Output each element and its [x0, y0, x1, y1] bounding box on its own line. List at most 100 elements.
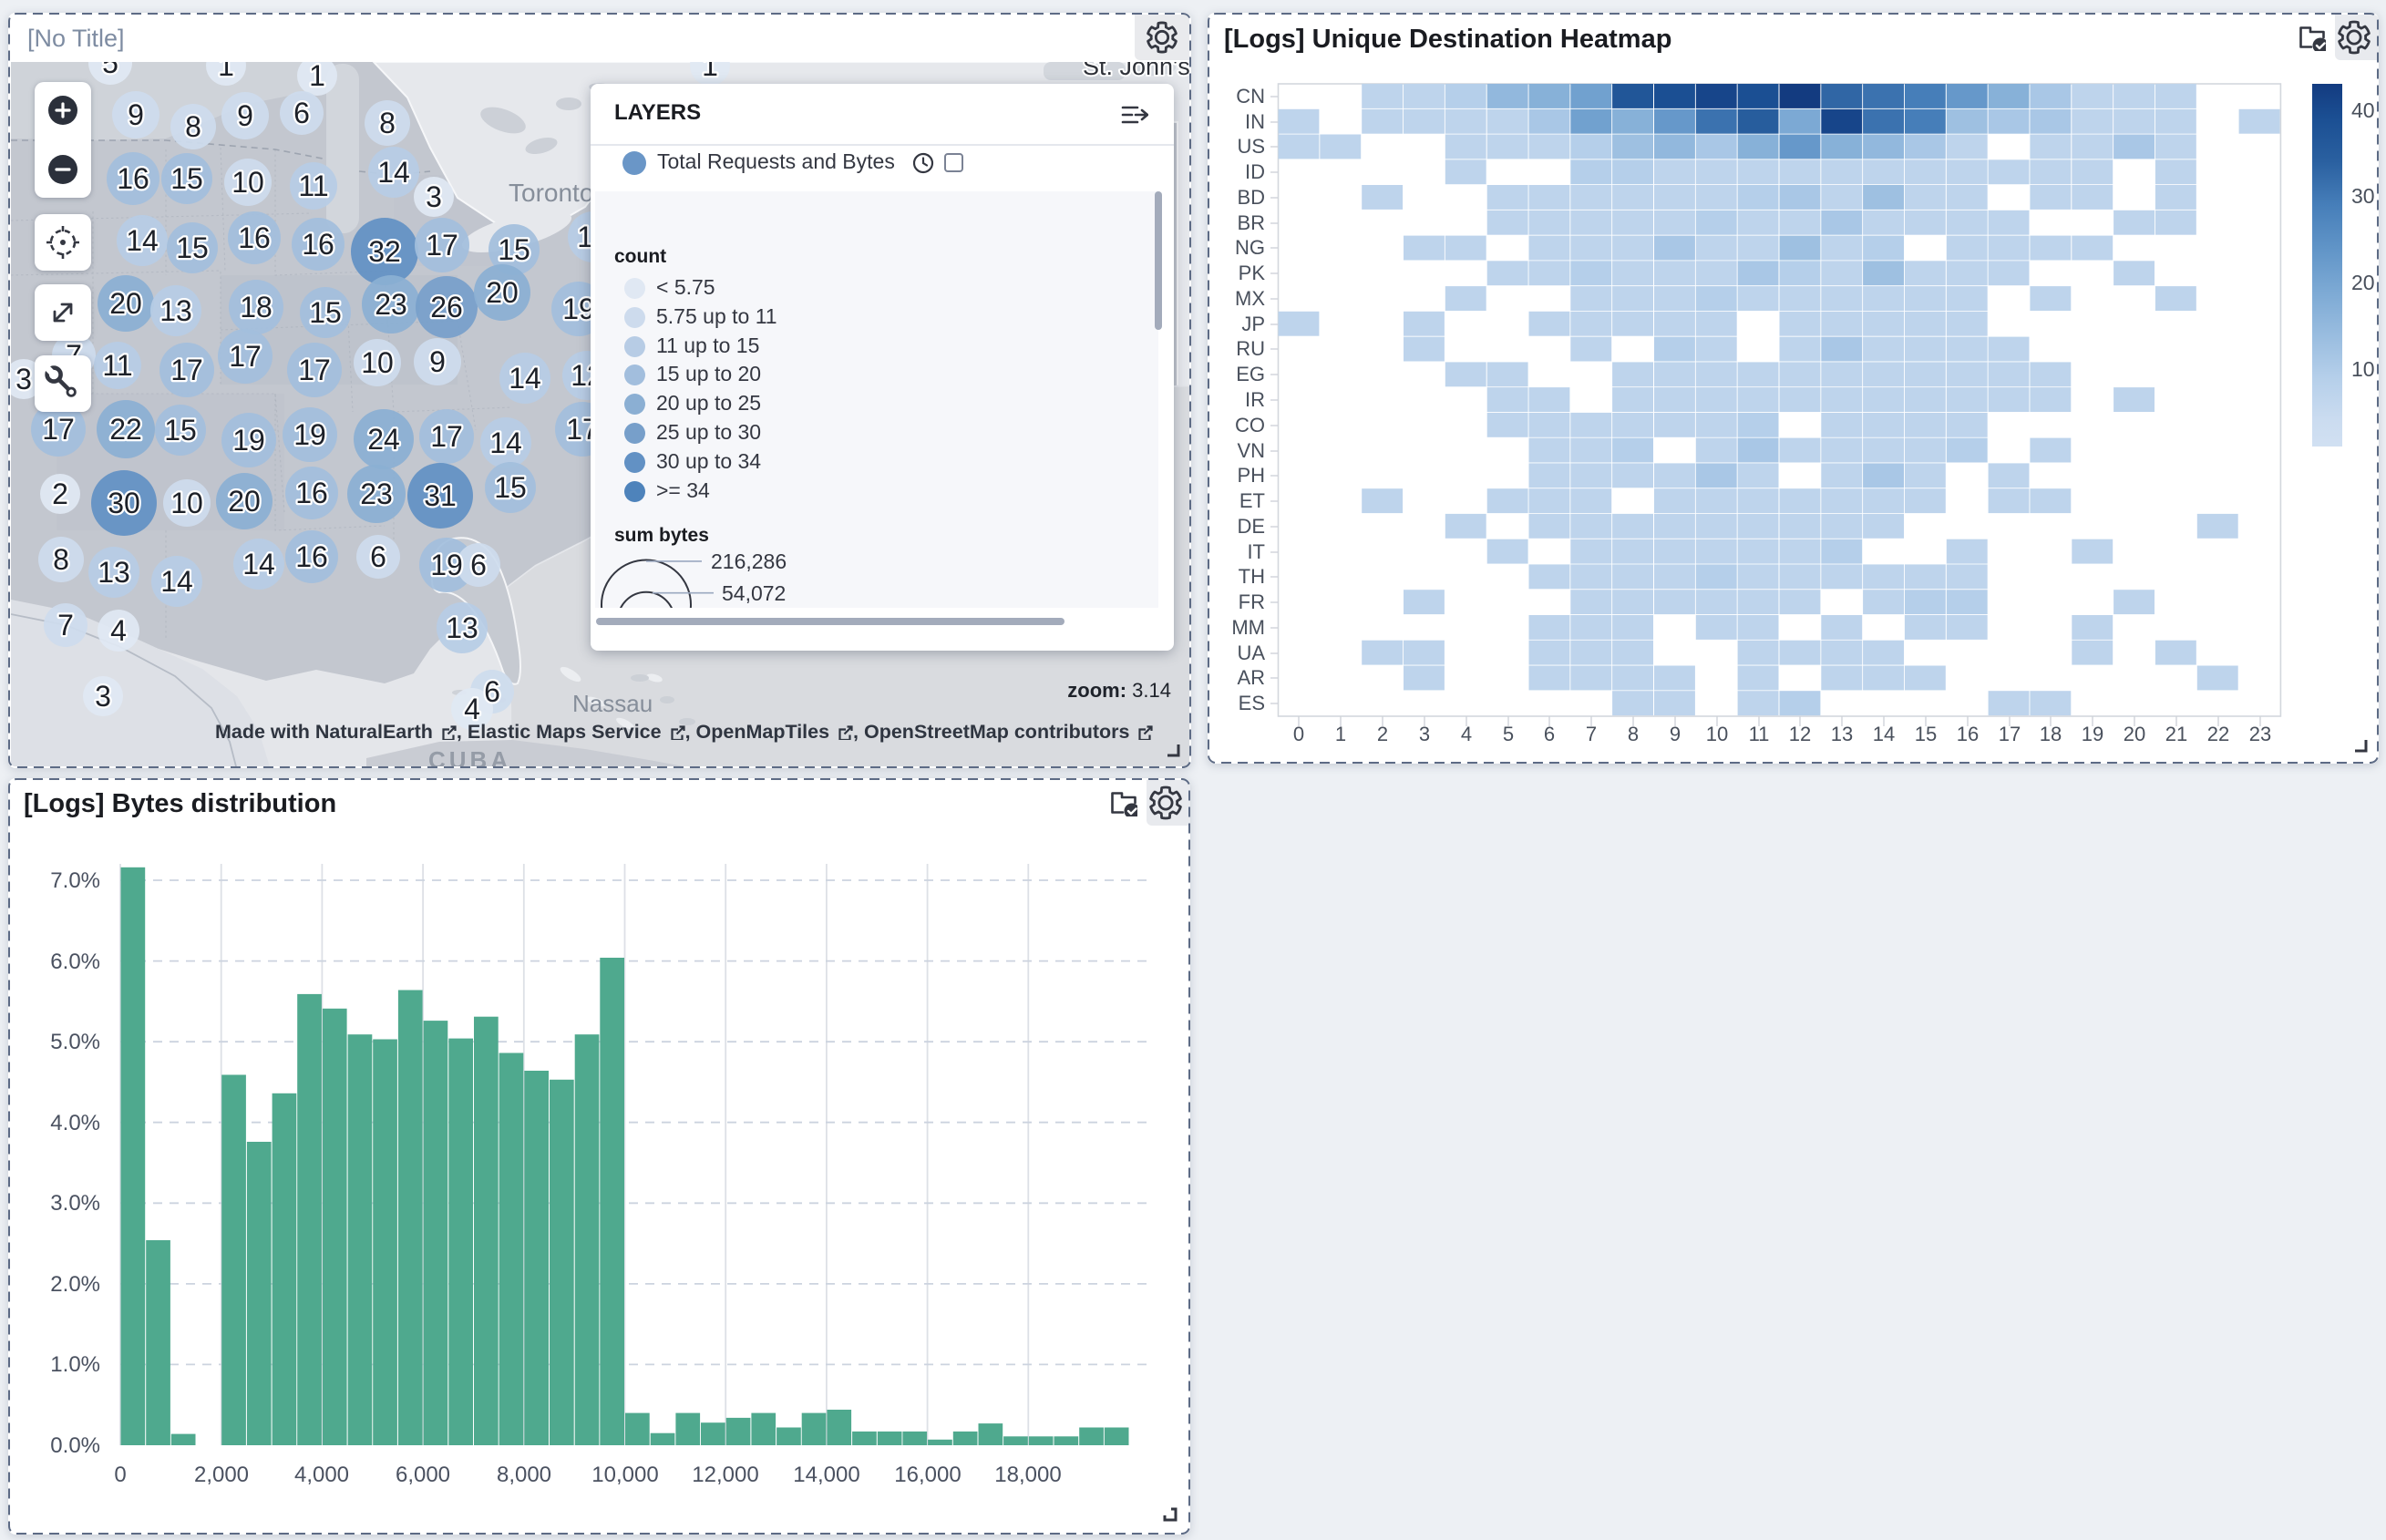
svg-text:Nassau: Nassau [572, 690, 653, 717]
svg-text:TH: TH [1239, 565, 1265, 588]
svg-text:3.0%: 3.0% [50, 1191, 100, 1216]
svg-text:11: 11 [102, 349, 132, 382]
svg-text:6,000: 6,000 [396, 1463, 450, 1487]
svg-text:14: 14 [377, 156, 410, 189]
svg-text:MX: MX [1235, 287, 1265, 310]
svg-text:19: 19 [293, 418, 326, 451]
svg-text:VN: VN [1237, 439, 1265, 462]
svg-text:17: 17 [170, 354, 203, 386]
svg-text:23: 23 [360, 477, 393, 510]
svg-text:16: 16 [295, 477, 328, 509]
svg-text:15: 15 [176, 231, 209, 264]
svg-text:1: 1 [309, 62, 325, 92]
svg-text:7.0%: 7.0% [50, 868, 100, 893]
svg-text:13: 13 [1831, 723, 1853, 745]
svg-text:20: 20 [109, 287, 142, 320]
svg-text:18: 18 [240, 291, 273, 323]
svg-text:8: 8 [53, 543, 69, 576]
svg-text:17: 17 [426, 229, 458, 262]
svg-text:IR: IR [1245, 388, 1265, 411]
svg-text:30: 30 [108, 487, 140, 519]
svg-text:ES: ES [1239, 692, 1265, 714]
svg-text:22: 22 [2207, 723, 2229, 745]
svg-text:3: 3 [15, 363, 32, 395]
svg-text:6: 6 [293, 97, 310, 129]
svg-text:3: 3 [426, 180, 442, 213]
svg-text:2,000: 2,000 [194, 1463, 249, 1487]
svg-text:15: 15 [309, 296, 342, 329]
svg-text:18,000: 18,000 [994, 1463, 1061, 1487]
svg-text:2: 2 [52, 477, 68, 510]
svg-text:9: 9 [128, 98, 144, 131]
svg-text:0.0%: 0.0% [50, 1433, 100, 1458]
svg-text:Toronto: Toronto [509, 179, 593, 207]
svg-text:15: 15 [1915, 723, 1937, 745]
svg-text:15: 15 [494, 471, 527, 504]
svg-text:7: 7 [1586, 723, 1597, 745]
svg-text:30: 30 [2351, 184, 2375, 208]
svg-text:6: 6 [484, 675, 500, 708]
svg-text:16: 16 [238, 221, 271, 254]
svg-text:14: 14 [126, 224, 159, 257]
svg-text:19: 19 [430, 549, 463, 581]
svg-text:17: 17 [1999, 723, 2021, 745]
svg-text:14: 14 [1873, 723, 1895, 745]
svg-text:3: 3 [1419, 723, 1430, 745]
svg-text:20: 20 [2351, 271, 2375, 294]
svg-text:14: 14 [160, 565, 193, 598]
svg-text:6: 6 [1544, 723, 1555, 745]
svg-text:23: 23 [2249, 723, 2271, 745]
svg-text:AR: AR [1237, 666, 1265, 689]
svg-text:8: 8 [1628, 723, 1639, 745]
svg-text:CUBA: CUBA [428, 746, 511, 768]
svg-text:6.0%: 6.0% [50, 950, 100, 974]
svg-text:17: 17 [229, 340, 262, 373]
svg-text:13: 13 [446, 611, 478, 644]
svg-text:16: 16 [1957, 723, 1979, 745]
svg-text:10,000: 10,000 [591, 1463, 658, 1487]
svg-text:11: 11 [1749, 723, 1770, 745]
svg-text:5: 5 [102, 62, 118, 79]
svg-text:ID: ID [1245, 160, 1265, 183]
svg-text:14,000: 14,000 [793, 1463, 859, 1487]
svg-text:15: 15 [498, 233, 530, 266]
svg-text:16: 16 [302, 228, 334, 261]
svg-text:40: 40 [2351, 98, 2375, 122]
svg-text:20: 20 [228, 485, 261, 518]
svg-text:8,000: 8,000 [497, 1463, 551, 1487]
svg-text:13: 13 [159, 294, 192, 327]
svg-text:3: 3 [95, 680, 111, 713]
svg-text:14: 14 [509, 362, 541, 395]
svg-text:US: US [1237, 135, 1265, 158]
svg-text:216,286: 216,286 [711, 549, 787, 573]
svg-text:14: 14 [489, 426, 522, 459]
svg-text:PH: PH [1237, 464, 1265, 487]
svg-text:IT: IT [1247, 540, 1265, 563]
svg-text:9: 9 [237, 99, 253, 132]
svg-text:20: 20 [2124, 723, 2145, 745]
svg-text:15: 15 [170, 162, 203, 195]
svg-text:PK: PK [1239, 262, 1266, 284]
svg-text:0: 0 [1293, 723, 1304, 745]
svg-text:IN: IN [1245, 110, 1265, 133]
svg-text:16: 16 [117, 162, 149, 195]
svg-text:17: 17 [430, 420, 463, 453]
svg-text:4: 4 [1461, 723, 1472, 745]
svg-text:ET: ET [1239, 489, 1265, 512]
svg-text:1: 1 [1335, 723, 1346, 745]
svg-text:16: 16 [295, 540, 328, 573]
svg-text:20: 20 [486, 276, 519, 309]
svg-text:2.0%: 2.0% [50, 1272, 100, 1297]
svg-text:4,000: 4,000 [294, 1463, 349, 1487]
svg-text:17: 17 [42, 413, 75, 446]
svg-text:MM: MM [1231, 616, 1265, 639]
svg-text:4.0%: 4.0% [50, 1111, 100, 1135]
svg-text:9: 9 [1670, 723, 1681, 745]
svg-text:2: 2 [1377, 723, 1388, 745]
svg-text:5: 5 [1503, 723, 1514, 745]
svg-text:4: 4 [110, 614, 127, 647]
svg-text:CN: CN [1236, 85, 1265, 108]
svg-text:7: 7 [57, 609, 74, 642]
svg-text:FR: FR [1239, 590, 1265, 613]
svg-text:32: 32 [368, 235, 401, 268]
